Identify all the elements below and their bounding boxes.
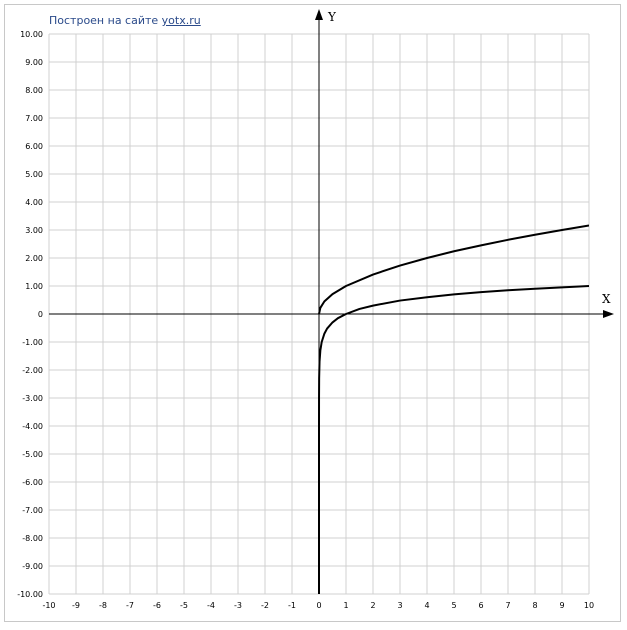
y-tick-label: 2.00: [25, 254, 43, 263]
y-tick-label: -2.00: [22, 366, 43, 375]
y-tick-label: 1.00: [25, 282, 43, 291]
x-tick-label: 0: [316, 601, 321, 610]
x-axis-arrow: [603, 310, 614, 318]
y-tick-label: -7.00: [22, 506, 43, 515]
x-tick-label: -2: [261, 601, 269, 610]
y-tick-label: -4.00: [22, 422, 43, 431]
x-tick-label: -4: [207, 601, 215, 610]
y-tick-label: -6.00: [22, 478, 43, 487]
x-tick-label: -1: [288, 601, 296, 610]
y-tick-label: -1.00: [22, 338, 43, 347]
chart-frame: [4, 4, 621, 622]
x-tick-label: 3: [397, 601, 402, 610]
credit-text: Построен на сайте yotx.ru: [49, 14, 201, 27]
y-tick-label: -9.00: [22, 562, 43, 571]
y-axis-label: Y: [327, 10, 337, 24]
x-tick-label: -8: [99, 601, 107, 610]
y-tick-label: 3.00: [25, 226, 43, 235]
y-tick-label: 7.00: [25, 114, 43, 123]
curve-series-2: [318, 285, 589, 594]
x-tick-label: -5: [180, 601, 188, 610]
y-tick-label: 6.00: [25, 142, 43, 151]
x-tick-label: -6: [153, 601, 161, 610]
x-tick-label: -3: [234, 601, 242, 610]
curve-series-1: [318, 224, 589, 315]
x-tick-label: 2: [370, 601, 375, 610]
x-tick-label: 1: [343, 601, 348, 610]
x-tick-label: 5: [451, 601, 456, 610]
x-tick-label: -9: [72, 601, 80, 610]
tick-labels: -10 -9 -8 -7 -6 -5 -4 -3 -2 -1 0 1 2 3 4 5 6 7 8 9 1010.009.…: [17, 30, 594, 610]
credit-link[interactable]: yotx.ru: [161, 14, 201, 27]
y-tick-label: 5.00: [25, 170, 43, 179]
y-tick-label: 10.00: [20, 30, 43, 39]
x-tick-label: 8: [532, 601, 537, 610]
x-tick-label: 9: [559, 601, 564, 610]
axes: XY: [49, 9, 614, 594]
x-tick-label: 6: [478, 601, 483, 610]
y-tick-label: 8.00: [25, 86, 43, 95]
x-axis-label: X: [602, 292, 611, 306]
x-tick-label: 10: [584, 601, 594, 610]
x-tick-label: -10: [42, 601, 55, 610]
y-tick-label: -3.00: [22, 394, 43, 403]
credit-label: Построен на сайте: [49, 14, 159, 27]
y-tick-label: 9.00: [25, 58, 43, 67]
y-tick-label: 0: [38, 310, 43, 319]
x-tick-label: 7: [505, 601, 510, 610]
x-tick-label: 4: [424, 601, 429, 610]
y-axis-arrow: [315, 9, 323, 20]
y-tick-label: 4.00: [25, 198, 43, 207]
curves: [318, 224, 589, 594]
x-tick-label: -7: [126, 601, 134, 610]
y-tick-label: -10.00: [17, 590, 43, 599]
y-tick-label: -8.00: [22, 534, 43, 543]
y-tick-label: -5.00: [22, 450, 43, 459]
